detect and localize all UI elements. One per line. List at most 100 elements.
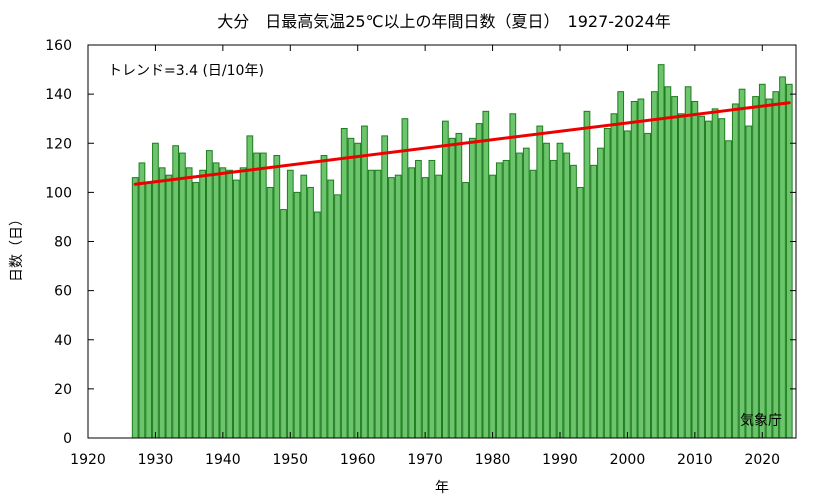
bar-1940 (219, 167, 227, 439)
bar-1987 (536, 125, 544, 439)
bar-1942 (232, 179, 240, 439)
bar-2012 (704, 120, 712, 439)
bar-1956 (327, 179, 335, 439)
y-tick-label: 60 (54, 284, 72, 300)
bar-1957 (334, 194, 341, 439)
bar-1971 (428, 159, 436, 439)
bar-2007 (671, 96, 678, 439)
bar-2011 (698, 115, 705, 439)
bar-1935 (185, 167, 193, 439)
y-tick-label: 100 (45, 185, 72, 201)
bar-1949 (280, 209, 287, 439)
bar-1974 (448, 137, 456, 439)
bar-1975 (455, 132, 463, 439)
chart-title: 大分 日最高気温25℃以上の年間日数（夏日） 1927-2024年 (217, 12, 671, 31)
bar-1930 (152, 142, 159, 439)
bar-1967 (401, 118, 409, 439)
bar-1945 (253, 152, 260, 439)
x-axis-label: 年 (435, 480, 449, 496)
bar-1992 (570, 164, 577, 439)
bar-1952 (300, 174, 308, 439)
x-tick-label: 1920 (70, 452, 106, 468)
bar-2024 (785, 83, 793, 439)
bar-1990 (556, 142, 564, 439)
y-tick-label: 160 (45, 38, 72, 54)
bar-2020 (758, 83, 766, 439)
x-tick-label: 2020 (744, 452, 780, 468)
y-tick-label: 0 (63, 431, 72, 447)
trend-line (133, 101, 791, 186)
bar-1986 (529, 169, 537, 439)
bar-1991 (563, 152, 571, 439)
bar-1976 (462, 182, 469, 439)
bar-1936 (192, 182, 200, 439)
bar-1938 (206, 150, 213, 439)
bar-1964 (381, 135, 389, 439)
bar-1941 (226, 169, 233, 439)
bar-2006 (664, 86, 672, 439)
bar-2004 (651, 91, 658, 439)
y-tick-label: 120 (45, 136, 72, 152)
y-tick-label: 20 (54, 382, 72, 398)
bar-series (131, 64, 793, 439)
bar-2021 (765, 98, 773, 439)
bar-1939 (212, 162, 220, 439)
x-tick-label: 1960 (340, 452, 376, 468)
bar-1937 (199, 169, 206, 439)
bar-1981 (495, 162, 503, 439)
bar-2016 (731, 103, 739, 439)
x-tick-label: 1930 (138, 452, 174, 468)
bar-1980 (489, 174, 496, 439)
y-tick-label: 40 (54, 333, 72, 349)
bar-1951 (293, 191, 301, 439)
bar-1959 (347, 137, 355, 439)
bar-1962 (367, 169, 375, 439)
x-tick-label: 1970 (407, 452, 443, 468)
x-tick-label: 1940 (205, 452, 241, 468)
x-tick-label: 1950 (272, 452, 308, 468)
bar-1934 (179, 152, 186, 439)
bar-1927 (131, 177, 139, 439)
bar-1979 (482, 110, 490, 439)
bar-1966 (394, 174, 402, 439)
bar-1948 (273, 155, 281, 439)
y-axis-label: 日数（日） (9, 212, 25, 282)
bar-2019 (752, 96, 759, 439)
trend-annotation: トレンド=3.4 (日/10年) (108, 63, 264, 79)
bar-2013 (711, 108, 719, 439)
bar-2009 (684, 86, 692, 439)
bar-2005 (657, 64, 665, 439)
bar-1953 (307, 186, 314, 439)
bar-1998 (610, 113, 618, 439)
bar-1970 (421, 177, 429, 439)
y-axis: 0 20 40 60 80 100 120 140 160 (45, 38, 796, 447)
x-tick-label: 2010 (677, 452, 713, 468)
bar-1972 (435, 174, 442, 439)
bar-1954 (313, 211, 321, 439)
bar-1969 (415, 159, 422, 439)
bar-1989 (549, 159, 557, 439)
y-tick-label: 140 (45, 87, 72, 103)
x-tick-label: 1980 (475, 452, 511, 468)
bar-2015 (725, 140, 732, 439)
bar-1978 (475, 123, 483, 439)
bar-1955 (320, 155, 328, 439)
bar-1932 (165, 174, 173, 439)
x-tick-label: 1990 (542, 452, 578, 468)
bar-2018 (745, 125, 753, 439)
bar-2014 (718, 118, 726, 439)
source-label: 気象庁 (740, 413, 782, 429)
x-axis: 1920 1930 1940 1950 1960 1970 1980 1990 2000 2010… (70, 45, 780, 468)
bar-1994 (583, 110, 591, 439)
bar-1944 (246, 135, 254, 439)
bar-1933 (172, 145, 180, 439)
bar-1973 (442, 120, 449, 439)
x-tick-label: 2000 (610, 452, 646, 468)
bar-1996 (597, 147, 604, 439)
bar-1993 (576, 186, 584, 439)
bar-1988 (543, 142, 550, 439)
y-tick-label: 80 (54, 235, 72, 251)
bar-1943 (239, 167, 247, 439)
bar-2000 (624, 130, 631, 439)
